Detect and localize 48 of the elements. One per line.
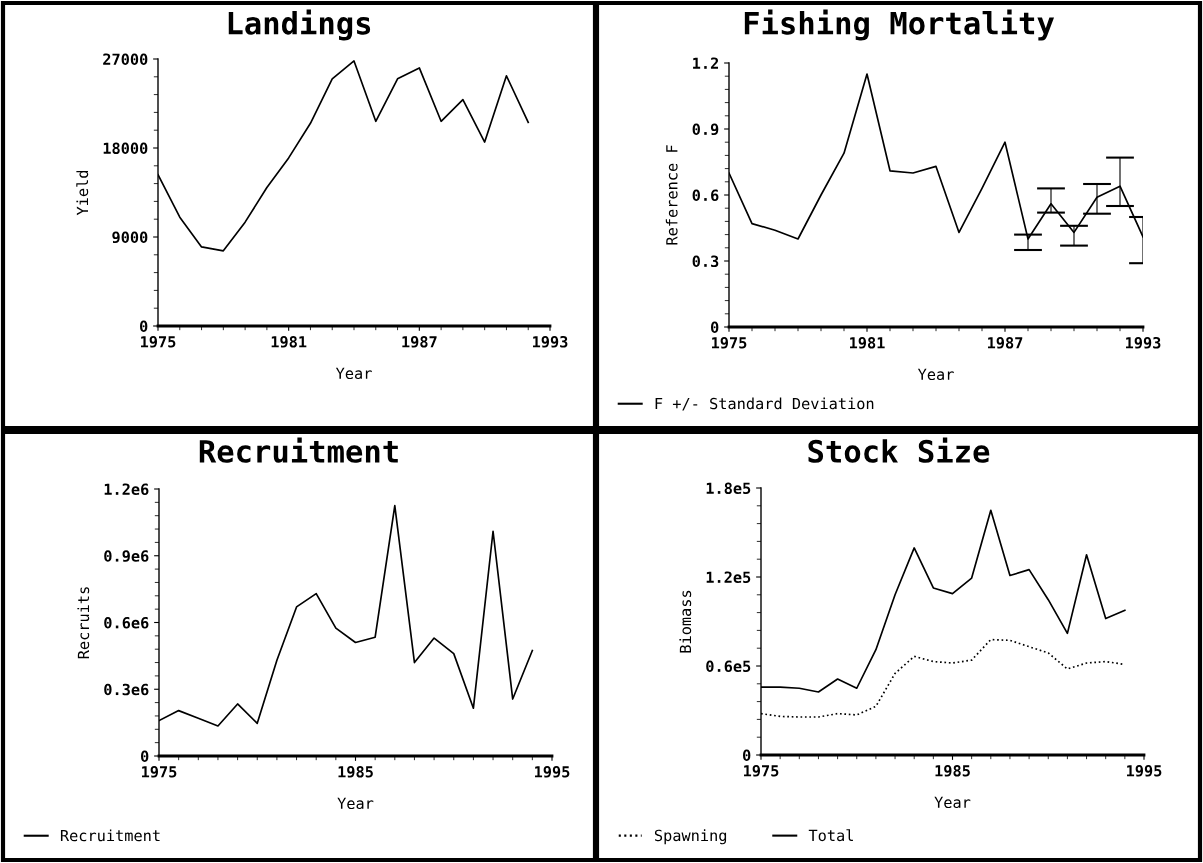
y-tick-label: 0.3	[692, 255, 719, 268]
legend-label: Spawning	[654, 829, 727, 845]
y-tick-label: 18000	[103, 142, 148, 155]
y-tick-label: 1.8e5	[706, 482, 751, 495]
y-tick-label: 0	[743, 749, 751, 762]
x-tick-label: 1981	[850, 336, 885, 349]
chart-title: Landings	[228, 9, 371, 41]
y-tick-label: 0.6e5	[706, 660, 751, 673]
x-tick-label: 1987	[988, 336, 1023, 349]
x-axis-title: Year	[917, 368, 954, 381]
y-tick-label: 1.2	[693, 57, 719, 69]
y-tick-label: 0	[141, 750, 149, 763]
y-tick-label: 0.3e6	[104, 683, 149, 696]
y-axis-title: Yield	[76, 170, 89, 216]
legend-label: F +/- Standard Deviation	[655, 397, 874, 411]
y-tick-label: 0	[711, 321, 719, 334]
x-tick-label: 1987	[402, 335, 437, 348]
x-tick-label: 1975	[744, 765, 779, 777]
x-tick-label: 1993	[533, 335, 568, 348]
x-tick-label: 1995	[1127, 765, 1162, 777]
legend-label: Total	[808, 829, 853, 842]
x-tick-label: 1993	[1126, 336, 1161, 349]
x-tick-label: 1985	[338, 765, 373, 778]
x-tick-label: 1981	[271, 335, 307, 348]
y-axis-title: Recruits	[77, 587, 90, 659]
x-tick-label: 1975	[712, 337, 747, 349]
x-tick-label: 1975	[142, 766, 177, 778]
y-tick-label: 0.9	[692, 123, 719, 136]
x-axis-title: Year	[335, 367, 372, 380]
y-tick-label: 27000	[103, 53, 148, 66]
y-tick-label: 0.9e6	[104, 550, 149, 562]
y-tick-label: 0.6e6	[104, 616, 149, 629]
chart-title: Stock Size	[808, 437, 990, 463]
x-tick-label: 1975	[141, 336, 176, 348]
x-axis-title: Year	[337, 797, 374, 810]
y-tick-label: 1.2e6	[104, 483, 149, 496]
chart-title: Fishing Mortality	[744, 9, 1055, 41]
x-axis-title: Year	[934, 796, 971, 809]
y-tick-label: 9000	[112, 231, 148, 244]
x-tick-label: 1995	[535, 766, 570, 778]
chart-title: Recruitment	[199, 437, 398, 463]
x-tick-label: 1985	[935, 764, 970, 777]
y-tick-label: 0.6	[692, 189, 719, 202]
y-tick-label: 0	[140, 320, 148, 333]
y-axis-title: Reference F	[665, 145, 678, 245]
legend-label: Recruitment	[60, 829, 160, 842]
y-axis-title: Biomass	[679, 590, 692, 653]
y-tick-label: 1.2e5	[706, 571, 751, 584]
